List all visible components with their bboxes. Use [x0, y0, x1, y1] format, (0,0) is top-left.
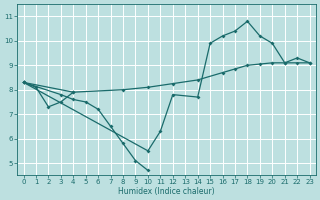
X-axis label: Humidex (Indice chaleur): Humidex (Indice chaleur) [118, 187, 215, 196]
